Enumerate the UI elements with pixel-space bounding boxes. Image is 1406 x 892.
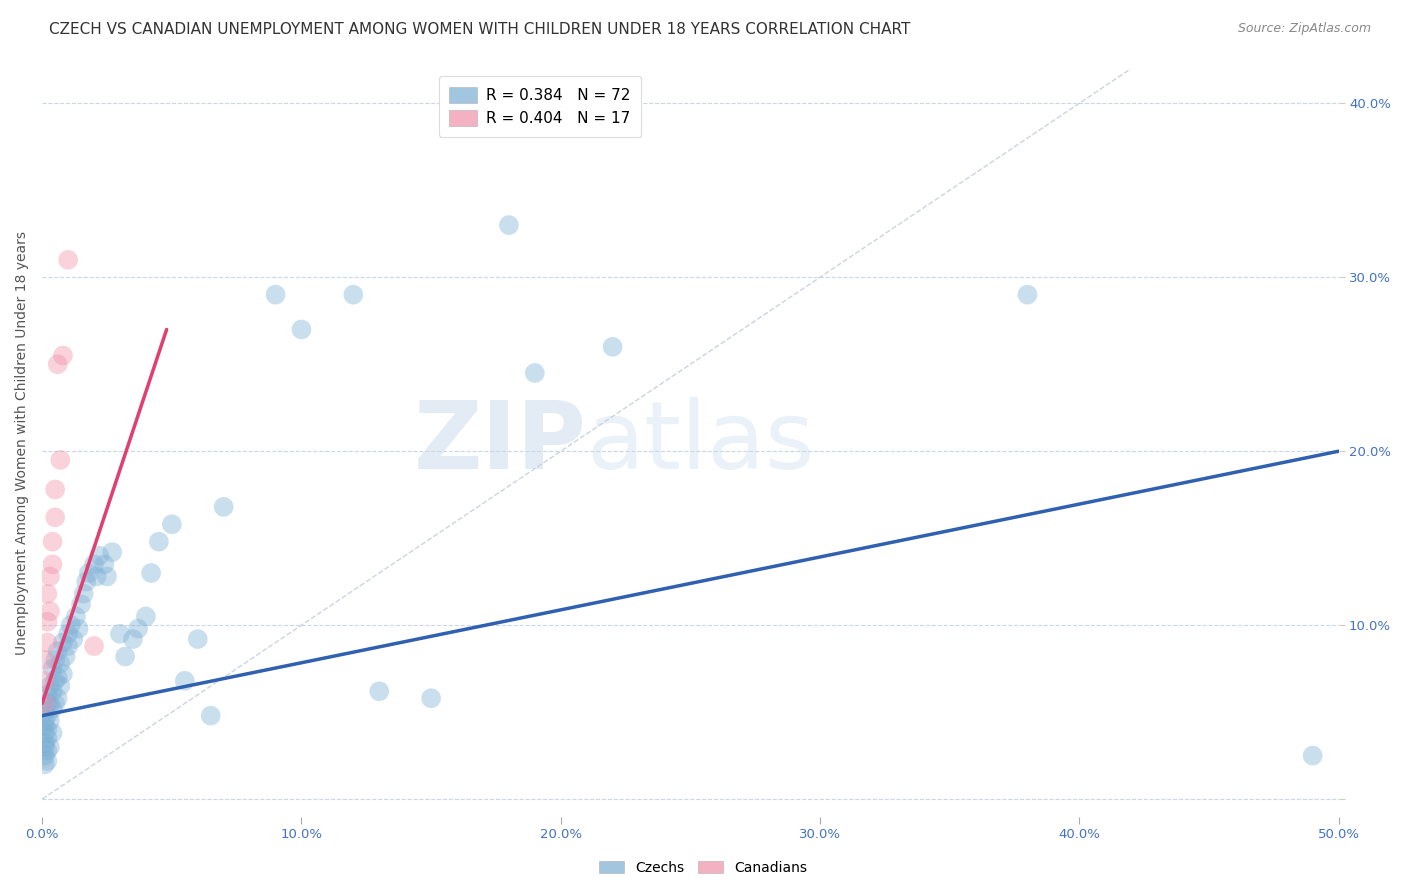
- Point: [55, 649, 77, 664]
- Point: [37, 615, 59, 629]
- Point: [34, 653, 56, 667]
- Text: ZIP: ZIP: [413, 397, 586, 489]
- Point: [498, 218, 520, 232]
- Point: [75, 574, 97, 589]
- Point: [44, 653, 66, 667]
- Point: [62, 632, 84, 646]
- Point: [44, 510, 66, 524]
- Point: [89, 549, 111, 563]
- Point: [39, 714, 62, 728]
- Point: [37, 754, 59, 768]
- Point: [37, 688, 59, 702]
- Point: [200, 708, 222, 723]
- Point: [39, 569, 62, 583]
- Point: [86, 569, 108, 583]
- Point: [52, 349, 75, 363]
- Point: [101, 545, 124, 559]
- Point: [46, 644, 69, 658]
- Point: [73, 587, 96, 601]
- Point: [39, 604, 62, 618]
- Point: [135, 609, 157, 624]
- Point: [65, 609, 87, 624]
- Point: [52, 635, 75, 649]
- Point: [173, 673, 195, 688]
- Point: [122, 632, 145, 646]
- Point: [34, 757, 56, 772]
- Point: [44, 483, 66, 497]
- Point: [34, 748, 56, 763]
- Point: [37, 697, 59, 711]
- Point: [37, 743, 59, 757]
- Point: [37, 587, 59, 601]
- Point: [49, 679, 72, 693]
- Point: [212, 500, 235, 514]
- Point: [56, 627, 79, 641]
- Text: atlas: atlas: [586, 397, 815, 489]
- Point: [83, 558, 105, 572]
- Point: [83, 639, 105, 653]
- Point: [264, 287, 287, 301]
- Text: CZECH VS CANADIAN UNEMPLOYMENT AMONG WOMEN WITH CHILDREN UNDER 18 YEARS CORRELAT: CZECH VS CANADIAN UNEMPLOYMENT AMONG WOM…: [49, 22, 911, 37]
- Point: [34, 714, 56, 728]
- Point: [44, 673, 66, 688]
- Point: [46, 357, 69, 371]
- Point: [148, 534, 170, 549]
- Point: [34, 673, 56, 688]
- Point: [342, 287, 364, 301]
- Point: [49, 453, 72, 467]
- Point: [368, 684, 391, 698]
- Point: [34, 736, 56, 750]
- Point: [41, 662, 63, 676]
- Point: [34, 739, 56, 754]
- Point: [37, 708, 59, 723]
- Legend: R = 0.384   N = 72, R = 0.404   N = 17: R = 0.384 N = 72, R = 0.404 N = 17: [439, 76, 641, 137]
- Point: [523, 366, 546, 380]
- Point: [39, 739, 62, 754]
- Point: [41, 726, 63, 740]
- Point: [93, 558, 115, 572]
- Text: Source: ZipAtlas.com: Source: ZipAtlas.com: [1237, 22, 1371, 36]
- Y-axis label: Unemployment Among Women with Children Under 18 years: Unemployment Among Women with Children U…: [15, 230, 30, 655]
- Point: [67, 622, 90, 636]
- Point: [44, 697, 66, 711]
- Point: [34, 697, 56, 711]
- Point: [420, 691, 443, 706]
- Point: [187, 632, 209, 646]
- Point: [59, 618, 82, 632]
- Point: [37, 635, 59, 649]
- Point: [290, 322, 312, 336]
- Point: [160, 517, 183, 532]
- Point: [77, 566, 100, 580]
- Point: [108, 627, 131, 641]
- Point: [41, 701, 63, 715]
- Point: [49, 657, 72, 671]
- Point: [34, 705, 56, 719]
- Point: [37, 723, 59, 737]
- Point: [56, 639, 79, 653]
- Point: [96, 569, 118, 583]
- Point: [41, 534, 63, 549]
- Point: [602, 340, 624, 354]
- Point: [139, 566, 162, 580]
- Point: [41, 558, 63, 572]
- Point: [39, 679, 62, 693]
- Point: [1302, 748, 1324, 763]
- Point: [52, 666, 75, 681]
- Point: [114, 649, 136, 664]
- Point: [70, 597, 93, 611]
- Point: [39, 697, 62, 711]
- Point: [37, 731, 59, 746]
- Legend: Czechs, Canadians: Czechs, Canadians: [593, 855, 813, 880]
- Point: [34, 726, 56, 740]
- Point: [56, 252, 79, 267]
- Point: [34, 719, 56, 733]
- Point: [46, 670, 69, 684]
- Point: [127, 622, 149, 636]
- Point: [1017, 287, 1039, 301]
- Point: [46, 691, 69, 706]
- Point: [41, 684, 63, 698]
